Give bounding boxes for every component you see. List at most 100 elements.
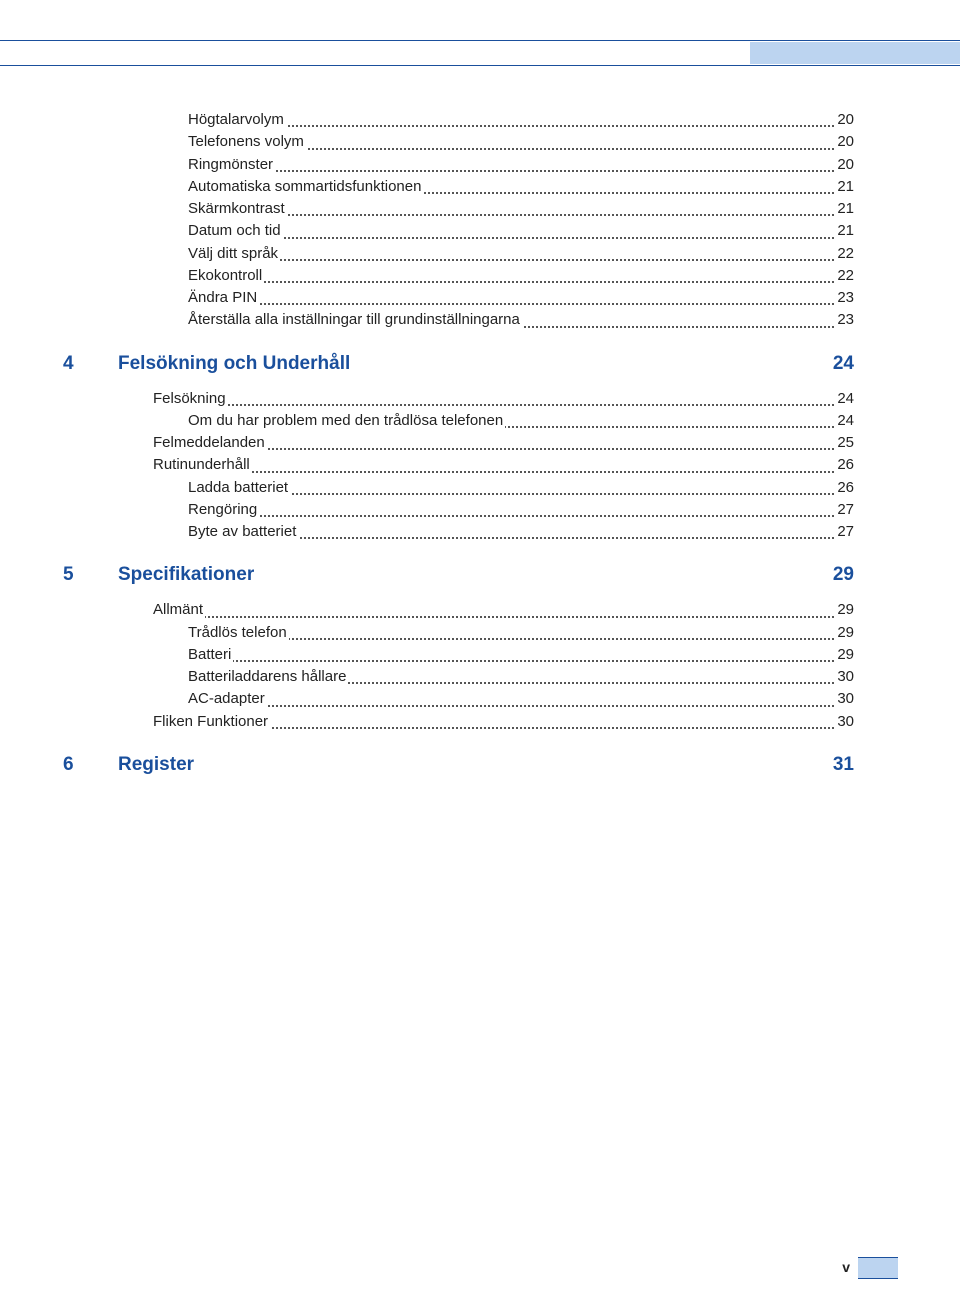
toc-entry[interactable]: Välj ditt språk 22 xyxy=(118,244,854,264)
toc-content: Högtalarvolym20Telefonens volym20Ringmön… xyxy=(118,110,854,790)
toc-entry-label: Ladda batteriet xyxy=(188,479,290,496)
toc-entry-label: Datum och tid xyxy=(188,222,283,239)
toc-entry-label: AC-adapter xyxy=(188,690,267,707)
toc-entry-page: 21 xyxy=(835,177,854,197)
toc-leader-dots xyxy=(188,303,854,305)
footer-tab xyxy=(858,1257,898,1279)
toc-entry-page: 22 xyxy=(835,244,854,264)
toc-entry-page: 20 xyxy=(835,110,854,130)
toc-entry-label: Rengöring xyxy=(188,501,259,518)
toc-entry-page: 24 xyxy=(835,411,854,431)
toc-section-header[interactable]: 6Register31 xyxy=(118,754,854,780)
toc-section-number: 5 xyxy=(63,564,74,586)
toc-leader-dots xyxy=(188,214,854,216)
toc-entry[interactable]: Batteriladdarens hållare 30 xyxy=(118,667,854,687)
toc-entry[interactable]: Felsökning 24 xyxy=(118,389,854,409)
toc-section-number: 4 xyxy=(63,353,74,375)
footer-page-number: v xyxy=(842,1259,850,1275)
toc-entry-label: Batteri xyxy=(188,646,233,663)
toc-section-header[interactable]: 5Specifikationer29 xyxy=(118,564,854,590)
toc-entry-label: Batteriladdarens hållare xyxy=(188,668,348,685)
toc-leader-dots xyxy=(188,705,854,707)
header-band-fill xyxy=(750,42,960,64)
toc-entry[interactable]: Telefonens volym 20 xyxy=(118,132,854,152)
toc-section-number: 6 xyxy=(63,754,74,776)
toc-entry[interactable]: Skärmkontrast 21 xyxy=(118,199,854,219)
toc-entry-label: Ringmönster xyxy=(188,156,275,173)
toc-entry[interactable]: Om du har problem med den trådlösa telef… xyxy=(118,411,854,431)
toc-entry[interactable]: Allmänt 29 xyxy=(118,600,854,620)
toc-entry-label: Rutinunderhåll xyxy=(153,456,252,473)
toc-entry[interactable]: Trådlös telefon 29 xyxy=(118,623,854,643)
toc-leader-dots xyxy=(188,660,854,662)
toc-entry[interactable]: Ringmönster 20 xyxy=(118,155,854,175)
toc-entry-page: 20 xyxy=(835,155,854,175)
toc-entry-page: 22 xyxy=(835,266,854,286)
toc-entry-page: 30 xyxy=(835,667,854,687)
toc-section-header[interactable]: 4Felsökning och Underhåll24 xyxy=(118,353,854,379)
toc-entry[interactable]: Ladda batteriet 26 xyxy=(118,478,854,498)
toc-entry-page: 21 xyxy=(835,221,854,241)
toc-entry-label: Automatiska sommartidsfunktionen xyxy=(188,178,423,195)
toc-entry-page: 26 xyxy=(835,478,854,498)
toc-section-title: Felsökning och Underhåll xyxy=(118,353,350,374)
toc-entry-page: 26 xyxy=(835,455,854,475)
toc-entry-page: 25 xyxy=(835,433,854,453)
toc-entry-page: 23 xyxy=(835,288,854,308)
toc-entry-page: 27 xyxy=(835,522,854,542)
toc-leader-dots xyxy=(188,259,854,261)
toc-entry-label: Felsökning xyxy=(153,390,228,407)
toc-leader-dots xyxy=(188,170,854,172)
page: Högtalarvolym20Telefonens volym20Ringmön… xyxy=(0,0,960,1315)
toc-entry-label: Byte av batteriet xyxy=(188,523,298,540)
toc-entry[interactable]: Fliken Funktioner 30 xyxy=(118,712,854,732)
toc-section-title: Specifikationer xyxy=(118,564,254,585)
toc-leader-dots xyxy=(153,471,854,473)
toc-entry[interactable]: Återställa alla inställningar till grund… xyxy=(118,310,854,330)
toc-entry-label: Ekokontroll xyxy=(188,267,264,284)
toc-entry-page: 23 xyxy=(835,310,854,330)
toc-entry-label: Ändra PIN xyxy=(188,289,259,306)
toc-entry[interactable]: Batteri 29 xyxy=(118,645,854,665)
toc-leader-dots xyxy=(188,125,854,127)
toc-entry-label: Telefonens volym xyxy=(188,133,306,150)
toc-entry-page: 21 xyxy=(835,199,854,219)
toc-entry-label: Välj ditt språk xyxy=(188,245,280,262)
toc-entry-page: 29 xyxy=(835,623,854,643)
toc-leader-dots xyxy=(188,515,854,517)
toc-section-title: Register xyxy=(118,754,194,775)
toc-leader-dots xyxy=(188,281,854,283)
toc-entry-label: Felmeddelanden xyxy=(153,434,267,451)
toc-entry-page: 29 xyxy=(835,645,854,665)
header-band xyxy=(0,40,960,66)
toc-entry[interactable]: Datum och tid 21 xyxy=(118,221,854,241)
toc-section-page: 29 xyxy=(833,564,854,586)
toc-entry-label: Högtalarvolym xyxy=(188,111,286,128)
toc-entry[interactable]: Byte av batteriet 27 xyxy=(118,522,854,542)
toc-entry[interactable]: Högtalarvolym 20 xyxy=(118,110,854,130)
toc-entry[interactable]: AC-adapter 30 xyxy=(118,689,854,709)
toc-section-page: 31 xyxy=(833,754,854,776)
toc-leader-dots xyxy=(188,237,854,239)
toc-leader-dots xyxy=(153,616,854,618)
toc-entry-page: 24 xyxy=(835,389,854,409)
toc-entry-label: Fliken Funktioner xyxy=(153,713,270,730)
toc-entry-label: Skärmkontrast xyxy=(188,200,287,217)
toc-entry[interactable]: Ändra PIN 23 xyxy=(118,288,854,308)
toc-entry[interactable]: Felmeddelanden 25 xyxy=(118,433,854,453)
toc-entry-page: 27 xyxy=(835,500,854,520)
toc-section-page: 24 xyxy=(833,353,854,375)
toc-entry-page: 30 xyxy=(835,689,854,709)
toc-entry-label: Om du har problem med den trådlösa telef… xyxy=(188,412,505,429)
toc-entry[interactable]: Rengöring 27 xyxy=(118,500,854,520)
toc-entry-page: 20 xyxy=(835,132,854,152)
toc-entry-page: 30 xyxy=(835,712,854,732)
toc-entry-label: Allmänt xyxy=(153,601,205,618)
toc-entry[interactable]: Ekokontroll 22 xyxy=(118,266,854,286)
toc-entry[interactable]: Automatiska sommartidsfunktionen 21 xyxy=(118,177,854,197)
toc-entry-label: Återställa alla inställningar till grund… xyxy=(188,311,522,328)
toc-leader-dots xyxy=(153,404,854,406)
toc-entry-label: Trådlös telefon xyxy=(188,624,289,641)
toc-entry[interactable]: Rutinunderhåll 26 xyxy=(118,455,854,475)
toc-entry-page: 29 xyxy=(835,600,854,620)
